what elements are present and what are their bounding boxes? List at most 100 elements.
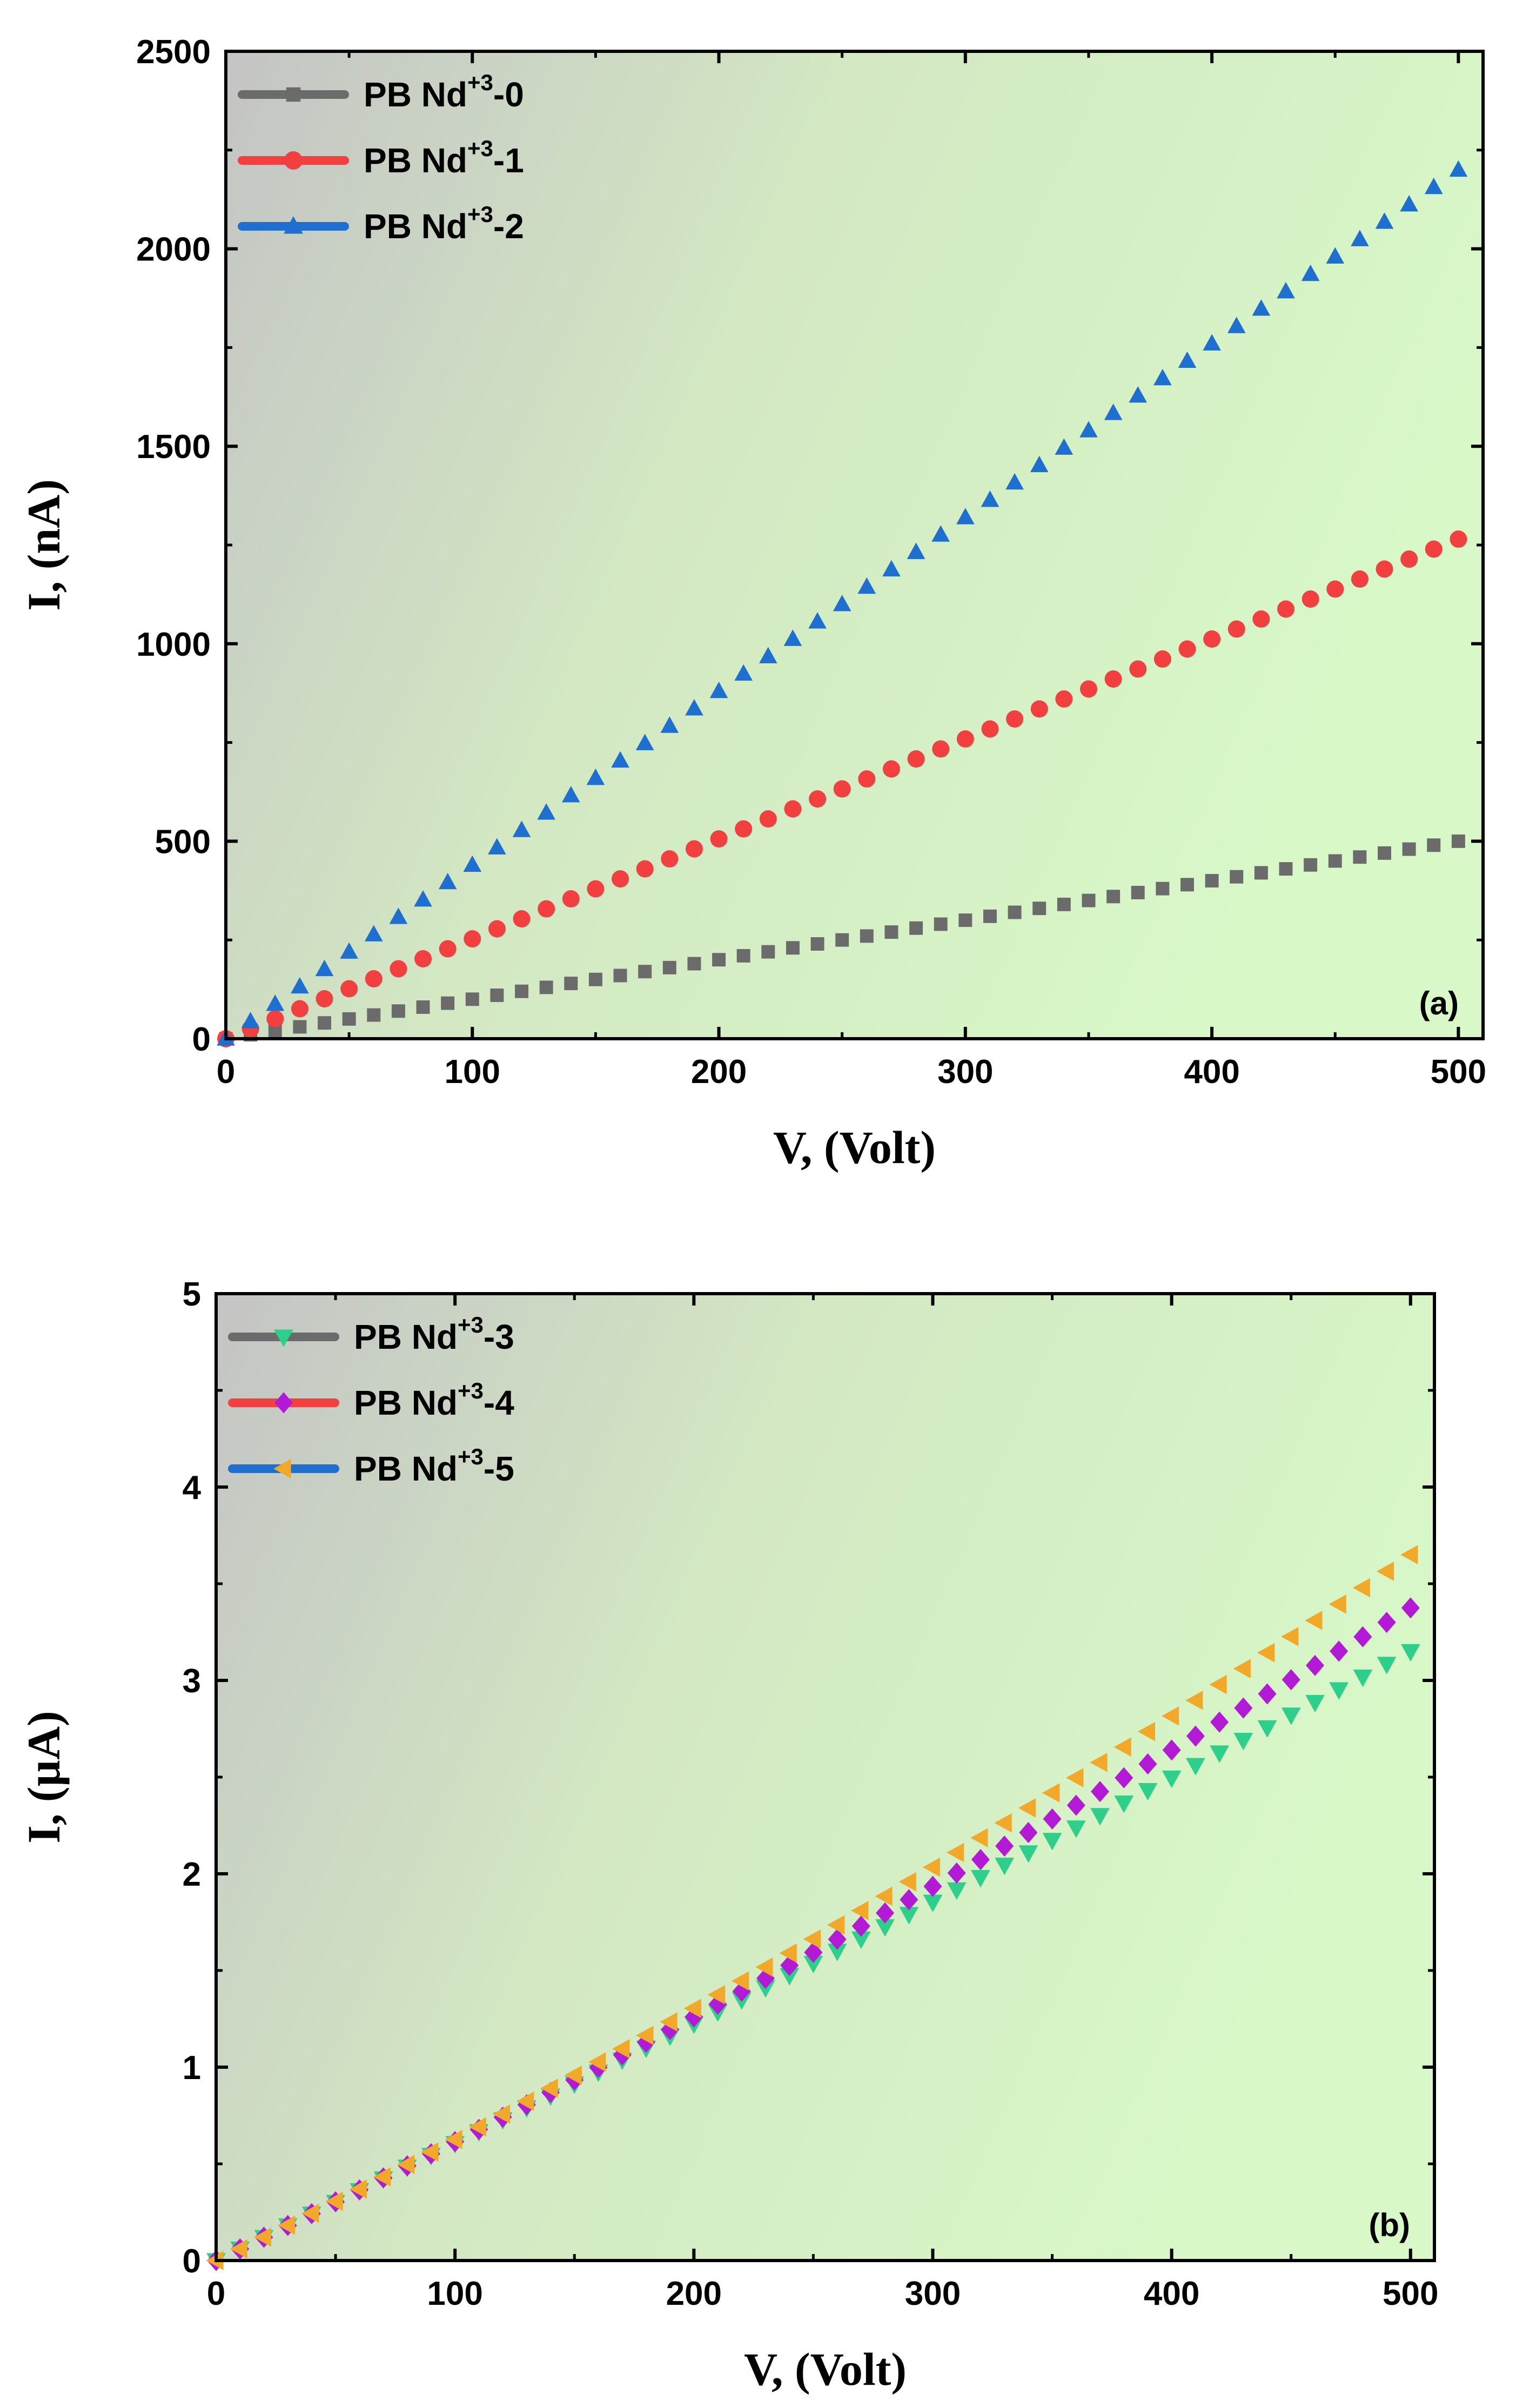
data-point [1114,1795,1134,1813]
data-point [445,2130,462,2149]
data-point [1019,1822,1038,1844]
data-point [1400,1545,1418,1565]
data-point [946,1842,964,1862]
data-point [1203,334,1221,351]
data-point [1042,1783,1060,1803]
series-1 [217,530,1467,1047]
data-point [490,988,504,1003]
data-point [421,2142,439,2162]
legend-label: PB Nd+3-5 [354,1444,514,1488]
data-point [1301,264,1320,281]
data-point [858,770,876,788]
y-tick-label: 4 [183,1469,202,1506]
data-point [1401,1597,1420,1619]
data-point [947,1862,966,1884]
data-point [660,2012,677,2032]
data-point [1162,1739,1181,1761]
data-point [266,994,285,1011]
data-point [1066,1768,1084,1787]
data-point [958,913,972,927]
data-point [1230,870,1244,884]
data-point [661,850,679,868]
data-point [291,977,309,994]
data-point [1450,530,1467,548]
data-point [736,949,750,963]
data-point [932,740,950,758]
data-point [1032,902,1047,916]
data-point [1055,690,1073,708]
data-point [1006,710,1024,728]
data-point [365,970,383,988]
data-point [922,1857,941,1877]
x-tick-label: 0 [217,1053,235,1091]
data-point [564,977,578,991]
data-point [1330,1640,1349,1662]
data-point [414,890,432,907]
data-point [1353,850,1367,864]
data-point [995,1858,1014,1875]
data-point [898,1872,916,1892]
data-point [1233,1733,1253,1751]
data-point [1227,317,1246,333]
data-point [1400,195,1418,212]
data-point [833,595,851,611]
data-point [1030,455,1049,473]
data-point [1113,1737,1131,1757]
data-point [835,933,849,947]
data-point [391,1004,405,1018]
data-point [464,930,481,948]
legend-label: PB Nd+3-4 [354,1378,514,1422]
y-tick-label: 500 [155,823,211,860]
data-point [390,960,407,978]
y-tick-label: 0 [183,2243,201,2280]
data-point [1234,1697,1253,1719]
data-point [613,2044,632,2066]
data-point [613,968,627,983]
data-point [1180,878,1194,892]
data-point [1205,874,1219,887]
data-point [907,750,925,768]
data-point [301,2203,319,2223]
data-point [1352,1578,1370,1598]
data-point [1282,1669,1300,1691]
data-point [349,2179,367,2199]
data-point [661,2019,680,2041]
data-point [981,490,1000,507]
data-point [1305,1694,1325,1713]
data-point [1209,1674,1227,1694]
data-point [1079,680,1097,698]
chart-panel-b: 0 100 200 300 400 500 0 1 2 3 4 5 V, (Volt) I, (µA) (b… [18,1276,1439,2395]
data-point [1400,550,1418,568]
data-point [1082,893,1096,907]
data-point [342,1012,356,1026]
y-tick-label: 2 [183,1856,201,1893]
data-point [755,1957,773,1977]
data-point [539,980,553,994]
data-point [983,909,997,923]
data-point [780,1968,800,1986]
data-point [1302,590,1319,608]
data-point [1178,640,1196,658]
data-point [1425,540,1443,558]
data-point [909,921,923,935]
data-point [1030,700,1048,718]
data-point [971,1870,990,1888]
data-point [784,800,802,818]
data-point [1115,1767,1133,1788]
data-point [1281,1707,1301,1725]
data-point [1090,1781,1109,1802]
data-point [1008,905,1022,919]
x-tick-label: 200 [691,1053,747,1091]
data-point [1279,862,1293,876]
y-tick-label: 1000 [136,626,211,663]
data-point [1254,866,1268,880]
data-point [907,542,925,559]
data-point [1353,1626,1372,1647]
data-point [438,872,457,890]
data-point [1277,600,1294,618]
data-point [488,838,506,855]
data-point [759,810,777,828]
data-point [293,1020,307,1034]
data-point [970,1828,988,1848]
